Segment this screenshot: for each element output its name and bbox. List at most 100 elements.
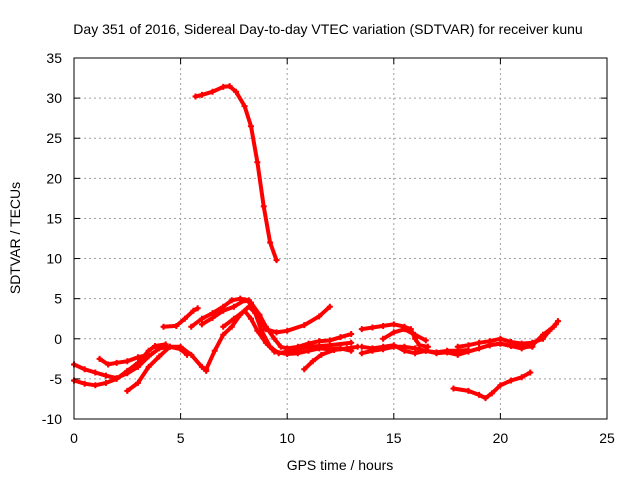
data-point bbox=[508, 377, 515, 384]
data-point bbox=[450, 385, 457, 392]
data-point bbox=[465, 387, 472, 394]
x-axis-label: GPS time / hours bbox=[287, 457, 394, 473]
data-point bbox=[380, 322, 387, 329]
data-point bbox=[465, 342, 472, 349]
data-point bbox=[486, 342, 493, 349]
data-point bbox=[273, 329, 280, 336]
data-point bbox=[476, 391, 483, 398]
data-point bbox=[301, 366, 308, 373]
data-point bbox=[518, 374, 525, 381]
data-point bbox=[177, 343, 184, 350]
data-point bbox=[228, 323, 235, 330]
data-point bbox=[145, 351, 152, 358]
x-tick-label: 25 bbox=[599, 430, 615, 446]
data-point bbox=[254, 159, 261, 166]
data-point bbox=[152, 342, 159, 349]
data-point bbox=[209, 314, 216, 321]
y-tick-label: 25 bbox=[46, 130, 62, 146]
data-point bbox=[134, 379, 141, 386]
data-series bbox=[71, 83, 561, 402]
data-point bbox=[233, 88, 240, 95]
y-tick-label: 15 bbox=[46, 210, 62, 226]
data-point bbox=[337, 334, 344, 341]
data-point bbox=[476, 345, 483, 352]
y-axis-label: SDTVAR / TECUs bbox=[7, 182, 23, 294]
data-point bbox=[422, 347, 429, 354]
data-point bbox=[331, 347, 338, 354]
data-point bbox=[166, 343, 173, 350]
data-point bbox=[247, 315, 254, 322]
data-point bbox=[271, 335, 278, 342]
y-tick-label: 0 bbox=[54, 331, 62, 347]
data-point bbox=[198, 91, 205, 98]
data-point bbox=[540, 331, 547, 338]
data-point bbox=[162, 341, 169, 348]
data-point bbox=[198, 321, 205, 328]
series-arc-early-1 bbox=[72, 344, 189, 381]
data-point bbox=[358, 343, 365, 350]
data-point bbox=[326, 337, 333, 344]
plot-frame bbox=[73, 57, 608, 420]
x-tick-label: 5 bbox=[177, 430, 185, 446]
data-point bbox=[454, 351, 461, 358]
data-point bbox=[301, 322, 308, 329]
data-point bbox=[380, 346, 387, 353]
data-point bbox=[211, 347, 218, 354]
data-point bbox=[527, 369, 534, 376]
data-point bbox=[554, 318, 561, 325]
x-tick-label: 20 bbox=[493, 430, 509, 446]
data-point bbox=[422, 337, 429, 344]
data-point bbox=[113, 375, 120, 382]
data-point bbox=[145, 363, 152, 370]
y-tick-label: 10 bbox=[46, 251, 62, 267]
data-point bbox=[190, 307, 197, 314]
axis-ticks: 0 5 10 15 20 25 -10 -5 0 5 10 15 20 25 30 35 bbox=[42, 50, 615, 446]
data-point bbox=[309, 358, 316, 365]
data-point bbox=[284, 351, 291, 358]
data-point bbox=[96, 355, 103, 362]
data-point bbox=[198, 363, 205, 370]
data-point bbox=[260, 203, 267, 210]
data-point bbox=[247, 123, 254, 130]
data-point bbox=[230, 303, 237, 310]
data-point bbox=[518, 345, 525, 352]
data-point bbox=[482, 395, 489, 402]
data-point bbox=[241, 307, 248, 314]
y-tick-label: 5 bbox=[54, 291, 62, 307]
data-point bbox=[369, 347, 376, 354]
data-point bbox=[220, 331, 227, 338]
data-point bbox=[412, 331, 419, 338]
data-point bbox=[256, 311, 263, 318]
data-point bbox=[134, 354, 141, 361]
x-tick-label: 10 bbox=[279, 430, 295, 446]
data-point bbox=[348, 339, 355, 346]
data-point bbox=[267, 239, 274, 246]
data-point bbox=[102, 372, 109, 379]
y-tick-label: 30 bbox=[46, 90, 62, 106]
data-point bbox=[188, 351, 195, 358]
data-point bbox=[444, 349, 451, 356]
data-point bbox=[358, 326, 365, 333]
data-point bbox=[220, 83, 227, 90]
data-point bbox=[124, 367, 131, 374]
data-point bbox=[220, 307, 227, 314]
data-point bbox=[348, 330, 355, 337]
data-point bbox=[124, 387, 131, 394]
data-point bbox=[390, 329, 397, 336]
data-point bbox=[188, 323, 195, 330]
data-point bbox=[230, 315, 237, 322]
data-point bbox=[412, 345, 419, 352]
data-point bbox=[254, 327, 261, 334]
data-point bbox=[105, 361, 112, 368]
series-arc-early-2 bbox=[72, 342, 168, 388]
data-point bbox=[173, 322, 180, 329]
data-point bbox=[550, 323, 557, 330]
data-point bbox=[529, 342, 536, 349]
data-point bbox=[102, 379, 109, 386]
data-point bbox=[284, 327, 291, 334]
data-point bbox=[294, 343, 301, 350]
y-tick-label: -5 bbox=[50, 371, 63, 387]
data-point bbox=[316, 345, 323, 352]
data-point bbox=[433, 350, 440, 357]
